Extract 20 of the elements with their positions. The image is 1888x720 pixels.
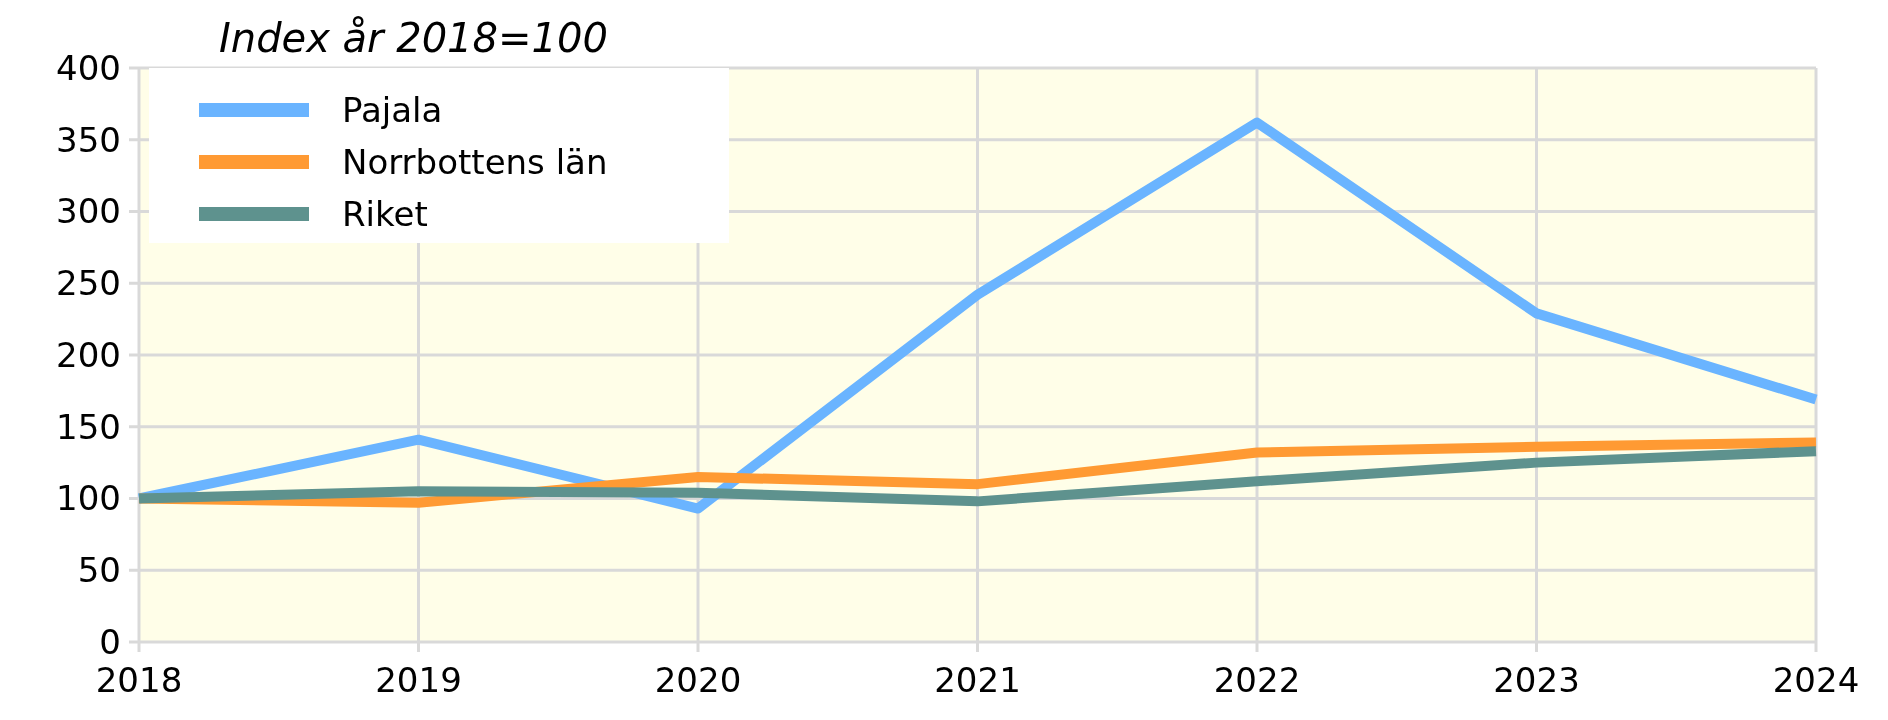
x-tick-label: 2023 [1493, 660, 1580, 700]
legend-label: Norrbottens län [342, 141, 608, 182]
x-tick-label: 2019 [375, 660, 462, 700]
x-tick-label: 2020 [654, 660, 742, 700]
y-tick-label: 150 [56, 406, 121, 447]
y-tick-label: 250 [56, 263, 121, 304]
y-tick-label: 200 [56, 334, 121, 375]
chart-title: Index år 2018=100 [219, 15, 608, 61]
legend-label: Pajala [342, 89, 443, 130]
y-tick-label: 100 [56, 478, 121, 519]
y-tick-label: 400 [56, 47, 121, 88]
y-tick-label: 50 [77, 550, 121, 591]
legend-label: Riket [342, 193, 428, 234]
x-tick-label: 2021 [934, 660, 1021, 700]
x-tick-label: 2018 [95, 660, 183, 700]
y-tick-label: 350 [56, 119, 121, 160]
x-tick-label: 2022 [1213, 660, 1301, 700]
y-tick-label: 0 [99, 621, 121, 662]
x-tick-label: 2024 [1772, 660, 1860, 700]
y-tick-label: 300 [56, 191, 121, 232]
